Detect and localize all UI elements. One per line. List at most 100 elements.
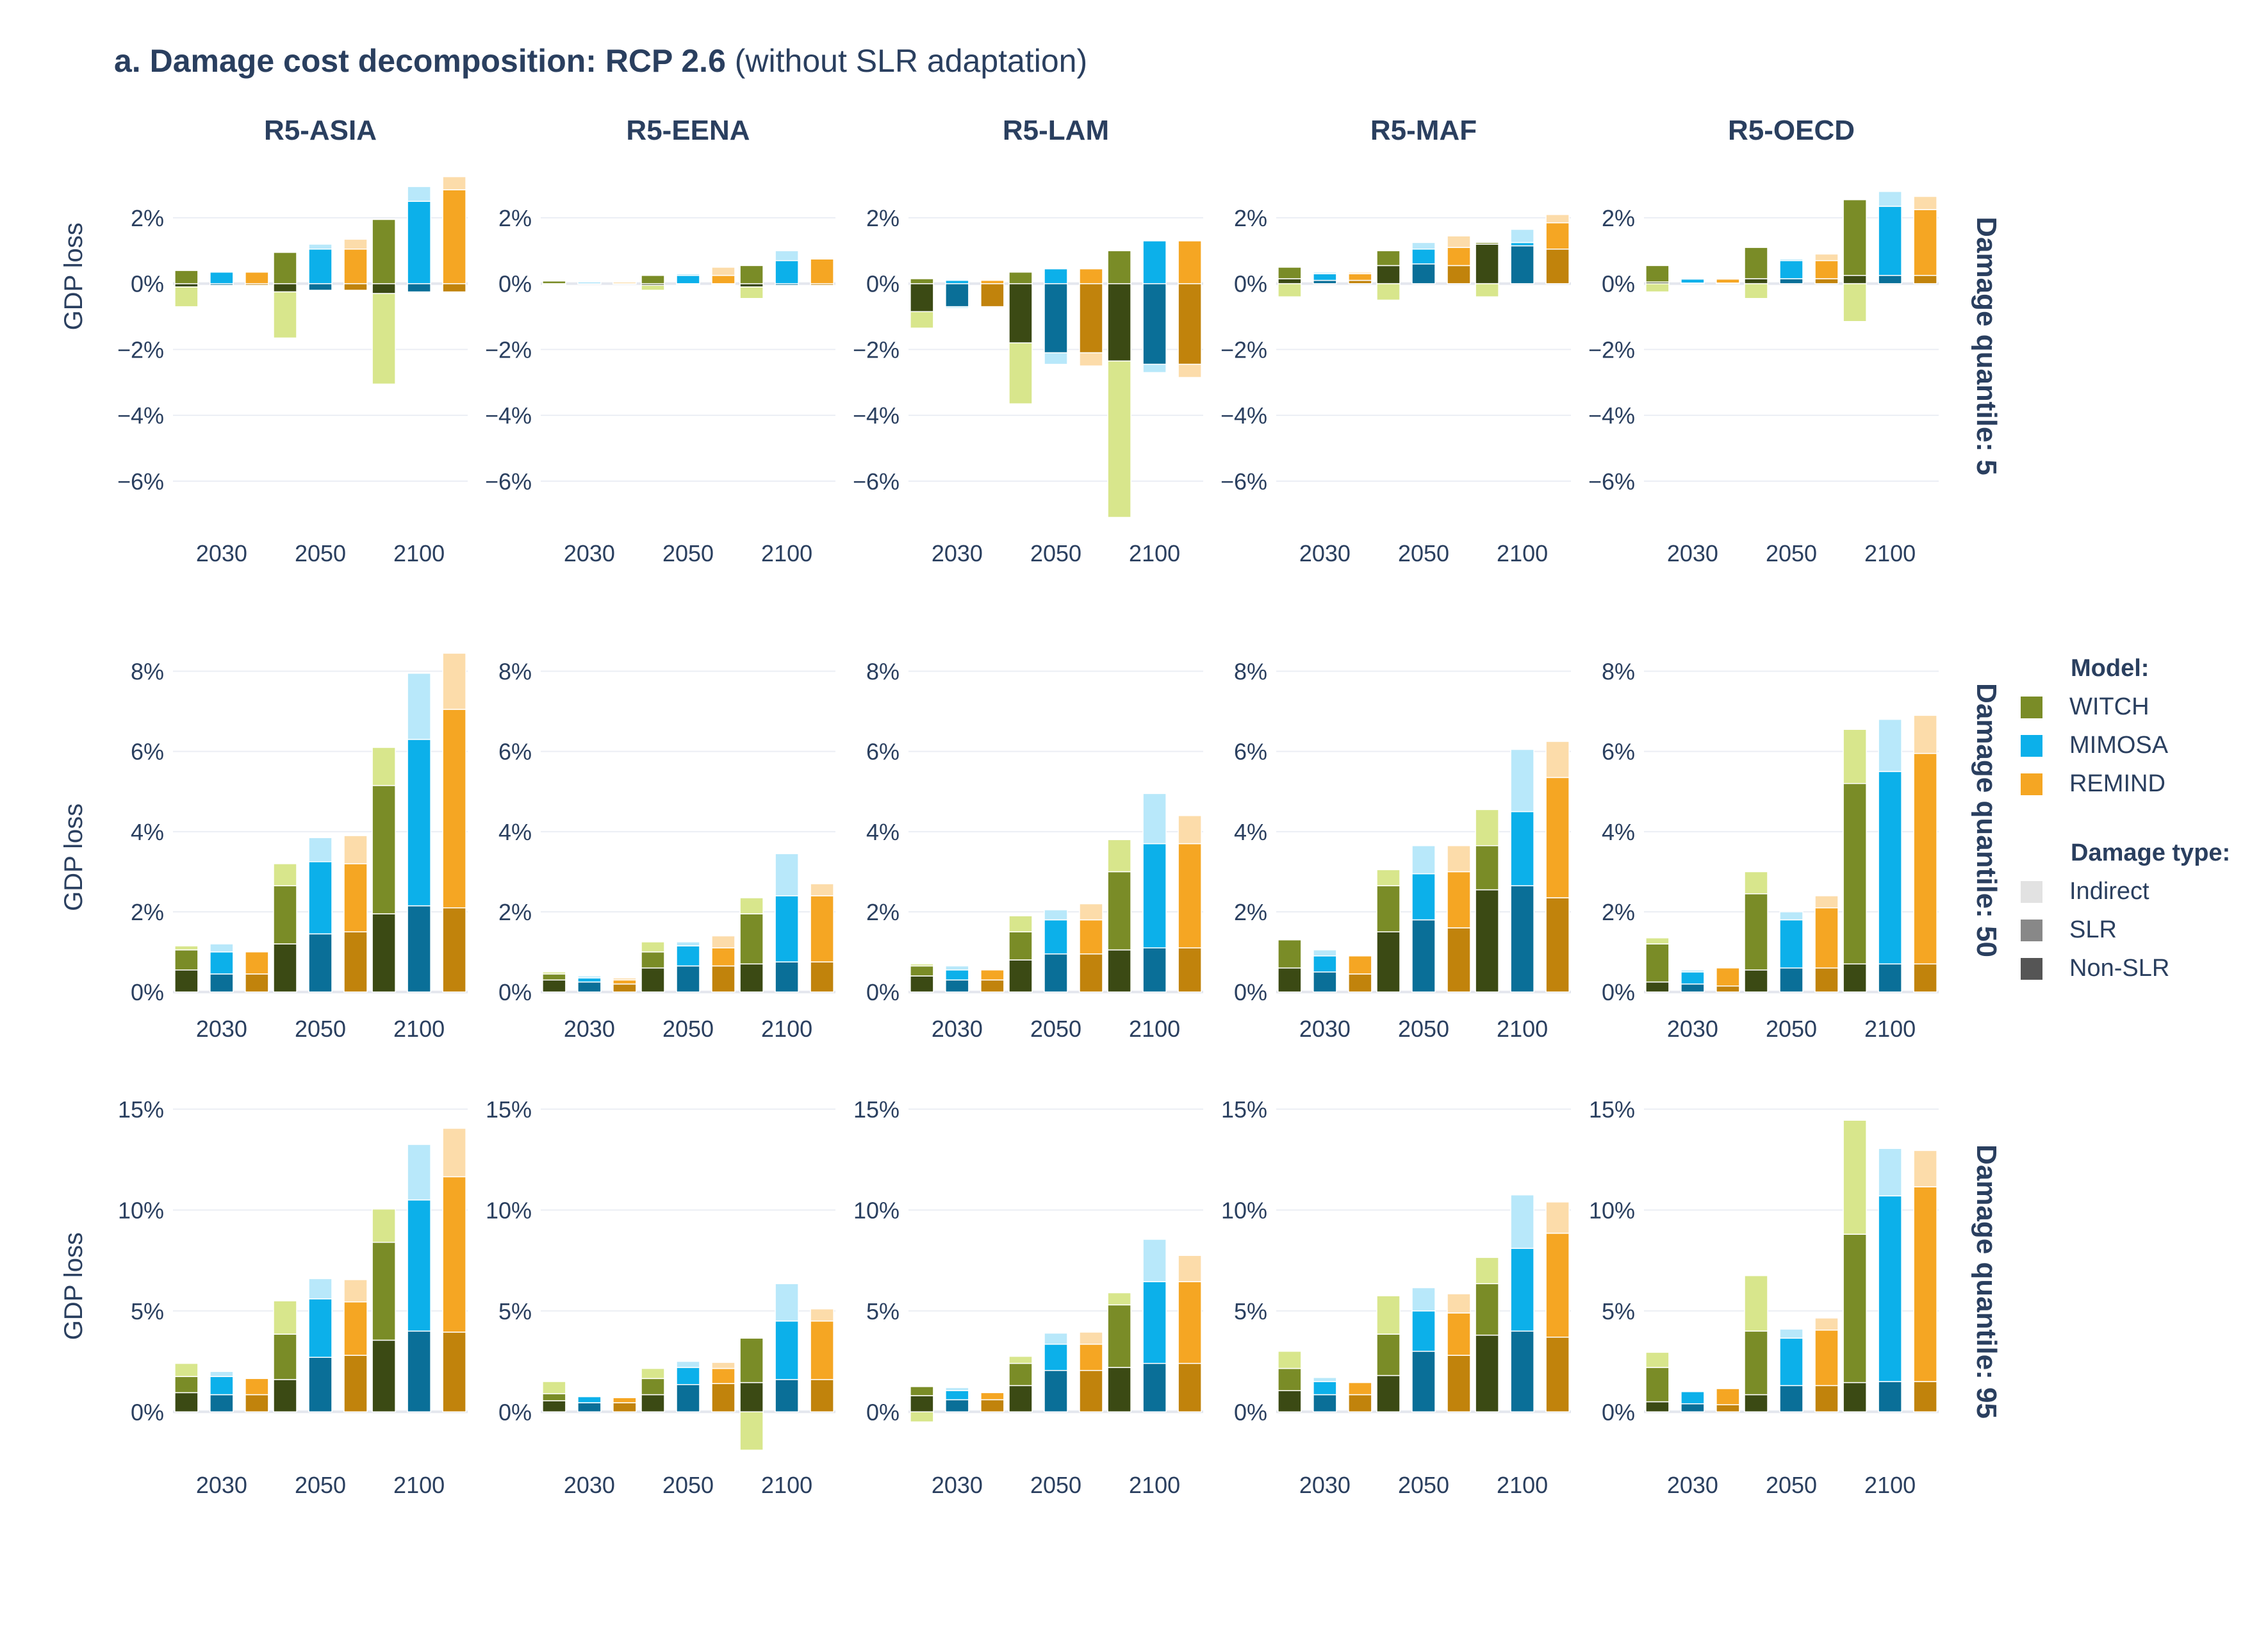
bar-witch-indirect-2030 [174, 286, 199, 308]
bar-mimosa-slr-2030 [577, 977, 602, 983]
bar-mimosa-nonslr-2030 [577, 1402, 602, 1413]
bar-remind-nonslr-2050 [711, 965, 735, 993]
y-tick-label: −2% [853, 336, 900, 363]
bar-witch-slr-2100 [1107, 1304, 1131, 1368]
x-tick-label: 2100 [761, 1472, 812, 1498]
bar-witch-indirect-2030 [1645, 283, 1670, 293]
y-tick-label: 2% [866, 205, 900, 231]
legend-swatch-indirect [2021, 880, 2042, 903]
legend-item-mimosa: MIMOSA [2021, 732, 2168, 759]
y-tick-label: 10% [118, 1197, 164, 1223]
bar-remind-indirect-2050 [711, 1362, 735, 1369]
bar-witch-indirect-2100 [739, 897, 764, 914]
bar-mimosa-nonslr-2100 [1878, 963, 1902, 993]
bar-mimosa-indirect-2100 [775, 1283, 799, 1322]
bar-mimosa-nonslr-2100 [407, 1330, 431, 1413]
bar-mimosa-slr-2100 [775, 1320, 799, 1380]
region-header-r5-maf: R5-MAF [1370, 115, 1477, 146]
bar-remind-indirect-2050 [1447, 1293, 1471, 1314]
bar-remind-slr-2050 [1079, 268, 1103, 285]
bar-witch-slr-2050 [641, 1378, 665, 1396]
bar-witch-indirect-2100 [1107, 360, 1131, 518]
bar-witch-slr-2050 [273, 252, 297, 285]
bar-mimosa-slr-2050 [1779, 1337, 1804, 1387]
bar-witch-indirect-2100 [1107, 839, 1131, 873]
bar-witch-indirect-2030 [542, 971, 566, 975]
x-tick-label: 2030 [1299, 1472, 1351, 1498]
y-tick-label: 0% [1602, 1399, 1635, 1425]
bar-remind-nonslr-2050 [1814, 967, 1839, 993]
bar-witch-slr-2030 [1645, 1367, 1670, 1403]
bar-remind-slr-2050 [343, 1301, 368, 1356]
row-label-2: Damage quantile: 50 [1971, 683, 2002, 957]
bar-witch-slr-2100 [1843, 782, 1867, 965]
bar-remind-indirect-2050 [711, 935, 735, 949]
y-tick-label: 0% [498, 979, 532, 1005]
legend-label-remind: REMIND [2069, 770, 2165, 797]
legend-swatch-nonslr [2021, 957, 2042, 980]
bar-remind-indirect-2100 [810, 1308, 834, 1322]
bar-witch-nonslr-2050 [1744, 969, 1768, 993]
bar-mimosa-nonslr-2030 [577, 981, 602, 993]
bar-remind-nonslr-2100 [1913, 1381, 1937, 1413]
bar-remind-indirect-2030 [612, 281, 637, 283]
bar-witch-indirect-2030 [1645, 1351, 1670, 1368]
bar-mimosa-slr-2030 [577, 1396, 602, 1403]
x-tick-label: 2030 [564, 1016, 615, 1042]
bar-mimosa-slr-2050 [308, 1298, 333, 1358]
bar-mimosa-slr-2050 [676, 275, 700, 285]
y-tick-label: 2% [1602, 899, 1635, 925]
bar-remind-nonslr-2050 [1079, 1369, 1103, 1413]
y-tick-label: −2% [117, 336, 164, 363]
bar-witch-indirect-2100 [1843, 1119, 1867, 1235]
bar-witch-slr-2030 [1645, 265, 1670, 283]
bar-mimosa-indirect-2100 [1510, 229, 1534, 243]
bar-remind-slr-2100 [1178, 1281, 1202, 1364]
legend-item-indirect: Indirect [2021, 878, 2149, 905]
bar-witch-indirect-2050 [1008, 342, 1033, 404]
bar-remind-nonslr-2030 [1348, 973, 1372, 993]
bar-witch-indirect-2050 [1376, 1295, 1401, 1335]
x-tick-label: 2030 [196, 1016, 247, 1042]
bar-witch-nonslr-2050 [1744, 278, 1768, 285]
bar-mimosa-slr-2050 [308, 861, 333, 935]
bar-mimosa-slr-2100 [1142, 240, 1167, 285]
bar-mimosa-nonslr-2050 [676, 1384, 700, 1413]
y-tick-label: −6% [1588, 468, 1635, 495]
x-tick-label: 2050 [662, 1472, 714, 1498]
x-tick-label: 2100 [1497, 1016, 1548, 1042]
bar-remind-nonslr-2100 [1913, 275, 1937, 285]
y-tick-label: −6% [853, 468, 900, 495]
bar-mimosa-slr-2030 [210, 951, 234, 975]
bar-mimosa-indirect-2030 [1680, 969, 1705, 973]
bar-remind-nonslr-2030 [245, 1394, 269, 1413]
bar-mimosa-nonslr-2050 [1779, 1385, 1804, 1413]
bar-witch-slr-2050 [1376, 1333, 1401, 1376]
bar-remind-indirect-2050 [1814, 895, 1839, 909]
y-tick-label: 2% [498, 205, 532, 231]
bar-remind-nonslr-2050 [343, 283, 368, 291]
y-tick-label: 5% [1602, 1298, 1635, 1325]
bar-witch-indirect-2100 [1475, 283, 1499, 297]
bar-remind-nonslr-2100 [810, 961, 834, 993]
region-header-r5-oecd: R5-OECD [1728, 115, 1855, 146]
legend-swatch-remind [2021, 773, 2042, 795]
bar-mimosa-slr-2030 [945, 279, 969, 285]
bar-mimosa-slr-2100 [1142, 843, 1167, 949]
y-tick-label: −6% [485, 468, 532, 495]
bar-mimosa-indirect-2050 [308, 243, 333, 250]
bar-mimosa-indirect-2050 [308, 837, 333, 862]
x-tick-label: 2100 [1497, 1472, 1548, 1498]
bar-witch-slr-2100 [372, 219, 396, 285]
bar-remind-indirect-2100 [442, 1128, 466, 1178]
x-tick-label: 2100 [1497, 540, 1548, 566]
y-tick-label: 10% [1221, 1197, 1267, 1223]
bar-remind-nonslr-2030 [1348, 279, 1372, 285]
bar-mimosa-slr-2030 [210, 271, 234, 285]
bar-remind-indirect-2100 [810, 883, 834, 896]
x-tick-label: 2050 [1398, 540, 1449, 566]
bar-mimosa-nonslr-2100 [1878, 1381, 1902, 1413]
y-tick-label: 4% [1602, 819, 1635, 845]
bar-remind-indirect-2050 [1079, 352, 1103, 367]
